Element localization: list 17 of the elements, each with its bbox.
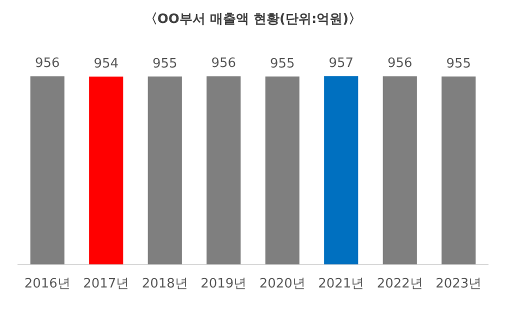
x-tick-label: 2016년	[24, 276, 70, 292]
data-label: 955	[152, 56, 178, 72]
x-tick-label: 2018년	[142, 276, 188, 292]
chart-title: 〈OO부서 매출액 현황(단위:억원)〉	[144, 12, 362, 28]
x-tick-label: 2017년	[83, 276, 130, 292]
x-tick-label: 2019년	[200, 276, 247, 292]
data-label: 956	[34, 56, 60, 72]
x-tick-label: 2021년	[318, 276, 364, 292]
data-label: 955	[446, 56, 472, 72]
data-label: 955	[270, 56, 295, 72]
x-tick-label: 2022년	[376, 276, 423, 292]
data-label: 956	[211, 56, 236, 72]
data-label: 956	[387, 56, 412, 72]
x-tick-label: 2020년	[259, 276, 306, 292]
x-tick-label: 2023년	[436, 276, 482, 292]
data-label: 957	[328, 56, 354, 71]
data-label: 954	[94, 56, 119, 72]
